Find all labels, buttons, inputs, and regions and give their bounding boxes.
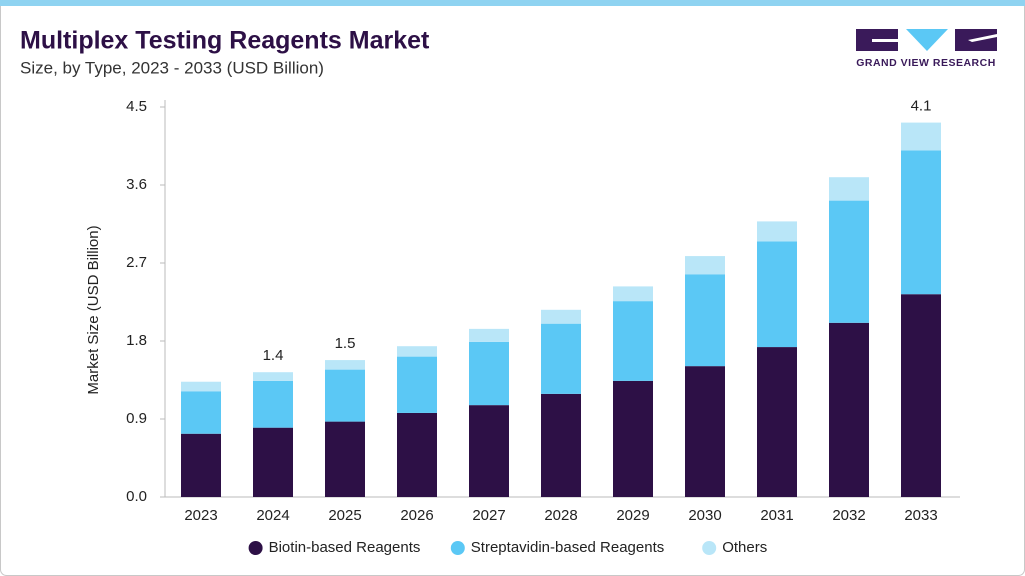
bar-segment — [541, 309, 581, 324]
x-tick-label: 2030 — [688, 507, 721, 524]
bar-segment — [829, 322, 869, 497]
x-tick-label: 2032 — [832, 507, 865, 524]
bar-segment — [757, 241, 797, 348]
bar-segment — [181, 433, 221, 497]
bar-segment — [325, 360, 365, 370]
bar-segment — [829, 177, 869, 201]
x-tick-label: 2033 — [904, 507, 937, 524]
bar-segment — [253, 380, 293, 428]
bar-segment — [613, 286, 653, 302]
bar-segment — [901, 122, 941, 151]
y-tick-label: 3.6 — [126, 176, 147, 193]
legend-swatch — [248, 541, 263, 555]
bar-segment — [685, 256, 725, 275]
x-tick-label: 2027 — [472, 507, 505, 524]
bar-segment — [253, 427, 293, 497]
bar-segment — [181, 391, 221, 434]
bar-segment — [685, 366, 725, 497]
x-tick-label: 2031 — [760, 507, 793, 524]
y-tick-label: 4.5 — [126, 98, 147, 115]
bar-segment — [325, 421, 365, 497]
bar-segment — [757, 347, 797, 497]
bar-segment — [757, 221, 797, 242]
bar-segment — [181, 381, 221, 392]
y-tick-label: 1.8 — [126, 332, 147, 349]
x-tick-label: 2028 — [544, 507, 577, 524]
bar-segment — [541, 393, 581, 497]
legend-label: Others — [722, 539, 767, 556]
bar-segment — [541, 323, 581, 394]
legend-label: Biotin-based Reagents — [269, 539, 421, 556]
bar-segment — [253, 372, 293, 381]
bar-segment — [397, 346, 437, 357]
bar-segment — [613, 380, 653, 497]
top-stripe — [0, 0, 1025, 6]
bar-segment — [685, 274, 725, 367]
y-tick-label: 0.0 — [126, 488, 147, 505]
bar-segment — [397, 356, 437, 413]
legend-swatch — [450, 541, 465, 555]
y-tick-label: 0.9 — [126, 410, 147, 427]
x-tick-label: 2029 — [616, 507, 649, 524]
bar-segment — [325, 369, 365, 422]
bar-segment — [469, 405, 509, 497]
bar-segment — [397, 412, 437, 497]
chart-subtitle: Size, by Type, 2023 - 2033 (USD Billion) — [20, 58, 324, 77]
bar-segment — [613, 301, 653, 381]
bar-segment — [469, 328, 509, 342]
x-tick-label: 2025 — [328, 507, 361, 524]
bar-segment — [901, 294, 941, 497]
legend-label: Streptavidin-based Reagents — [471, 539, 664, 556]
total-label: 4.1 — [911, 98, 932, 115]
y-axis-label: Market Size (USD Billion) — [85, 225, 102, 394]
logo: GRAND VIEW RESEARCH — [856, 29, 997, 69]
total-label: 1.4 — [263, 347, 284, 364]
bar-segment — [469, 341, 509, 406]
x-tick-label: 2026 — [400, 507, 433, 524]
legend-swatch — [702, 541, 717, 555]
bar-segment — [829, 200, 869, 323]
bar-segment — [901, 150, 941, 295]
y-tick-label: 2.7 — [126, 254, 147, 271]
total-label: 1.5 — [335, 335, 356, 352]
x-tick-label: 2024 — [256, 507, 289, 524]
brand: GRAND VIEW RESEARCH — [856, 57, 996, 69]
chart-title: Multiplex Testing Reagents Market — [20, 27, 430, 55]
x-tick-label: 2023 — [184, 507, 217, 524]
